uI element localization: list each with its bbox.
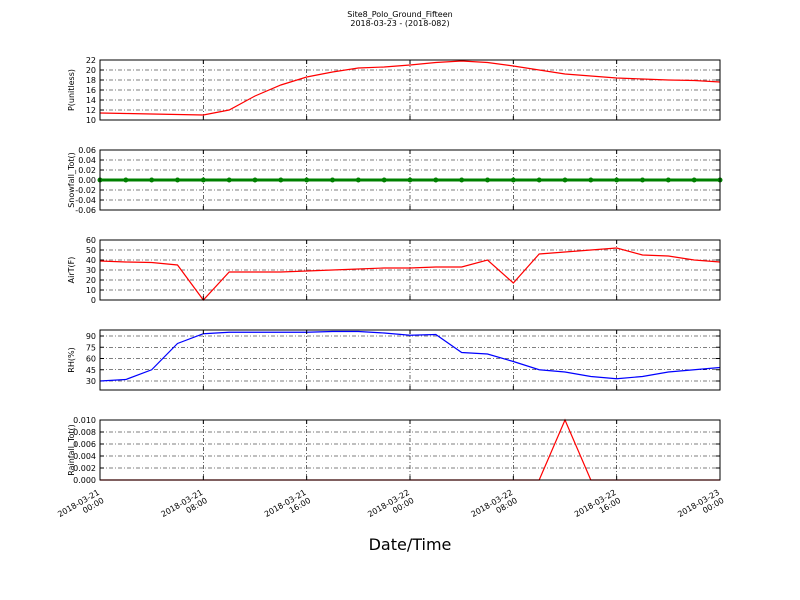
data-point: [588, 177, 594, 183]
data-point: [123, 177, 129, 183]
y-tick-label: 30: [86, 266, 96, 275]
y-tick-label: 0.02: [78, 166, 96, 175]
y-tick-label: 12: [86, 106, 96, 115]
y-tick-label: 18: [86, 76, 96, 85]
data-point: [278, 177, 284, 183]
data-line: [99, 60, 721, 116]
data-point: [330, 177, 335, 183]
y-tick-label: 75: [86, 343, 96, 352]
y-tick-label: 0.06: [78, 146, 96, 155]
y-tick-label: 0.004: [73, 452, 96, 461]
y-tick-label: 0.002: [73, 464, 96, 473]
y-tick-label: 20: [86, 276, 96, 285]
data-point: [510, 177, 516, 183]
y-tick-label: 0.008: [73, 428, 96, 437]
y-tick-label: 14: [86, 96, 96, 105]
y-tick-label: 10: [86, 286, 96, 295]
y-tick-label: 30: [86, 377, 96, 386]
y-tick-label: 60: [86, 355, 96, 364]
chart-subtitle: 2018-03-23 - (2018-082): [350, 19, 449, 28]
data-point: [640, 177, 645, 183]
y-tick-label: 0.00: [78, 176, 96, 185]
y-tick-label: 50: [86, 246, 96, 255]
y-tick-label: -0.02: [75, 186, 96, 195]
data-point: [536, 177, 542, 183]
y-axis-label: Rainfall_Tot(): [67, 424, 76, 476]
data-point: [562, 177, 568, 183]
y-tick-label: 0.010: [73, 416, 96, 425]
y-tick-label: 0.000: [73, 476, 96, 485]
data-point: [226, 177, 232, 183]
y-tick-label: 45: [86, 366, 96, 375]
data-point: [355, 177, 361, 183]
y-tick-label: 0: [91, 296, 96, 305]
data-point: [433, 177, 439, 183]
data-point: [485, 177, 490, 183]
y-tick-label: 0.04: [78, 156, 96, 165]
y-tick-label: 22: [86, 56, 96, 65]
y-tick-label: 10: [86, 116, 96, 125]
y-axis-label: P(unitless): [67, 69, 76, 111]
x-axis-label: Date/Time: [369, 535, 452, 554]
y-axis-label: Snowfall_Tot(): [67, 152, 76, 208]
data-point: [175, 177, 180, 183]
data-point: [304, 177, 310, 183]
data-point: [149, 177, 155, 183]
y-tick-label: -0.04: [75, 196, 96, 205]
data-point: [614, 177, 620, 183]
data-point: [381, 177, 387, 183]
y-tick-label: 90: [86, 332, 96, 341]
y-tick-label: 40: [86, 256, 96, 265]
data-point: [200, 177, 206, 183]
data-point: [691, 177, 697, 183]
data-point: [252, 177, 258, 183]
y-tick-label: 0.006: [73, 440, 96, 449]
data-point: [407, 177, 413, 183]
y-tick-label: 20: [86, 66, 96, 75]
y-axis-label: AirT(F): [67, 257, 76, 284]
data-point: [459, 177, 465, 183]
data-point: [665, 177, 671, 183]
chart-title: Site8_Polo_Ground_Fifteen: [347, 10, 452, 19]
y-axis-label: RH(%): [67, 347, 76, 372]
y-tick-label: 60: [86, 236, 96, 245]
y-tick-label: -0.06: [75, 206, 96, 215]
y-tick-label: 16: [86, 86, 96, 95]
